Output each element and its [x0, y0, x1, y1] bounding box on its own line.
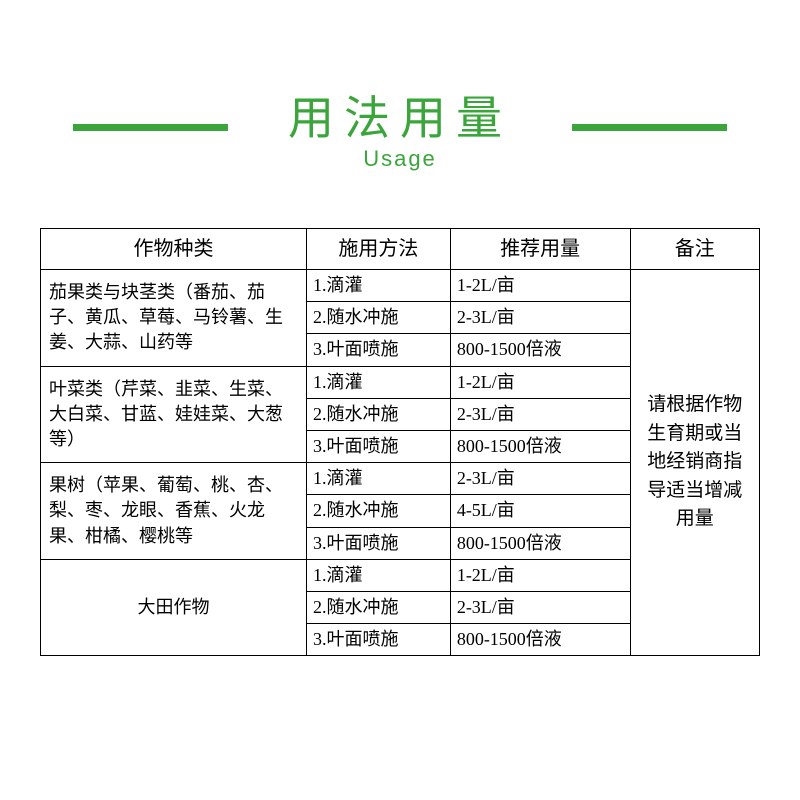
- amount-cell: 4-5L/亩: [450, 495, 630, 527]
- amount-cell: 2-3L/亩: [450, 302, 630, 334]
- method-cell: 2.随水冲施: [307, 398, 451, 430]
- method-cell: 1.滴灌: [307, 270, 451, 302]
- usage-table-wrap: 作物种类 施用方法 推荐用量 备注 茄果类与块茎类（番茄、茄子、黄瓜、草莓、马铃…: [0, 172, 800, 656]
- amount-cell: 1-2L/亩: [450, 270, 630, 302]
- amount-cell: 2-3L/亩: [450, 463, 630, 495]
- usage-table: 作物种类 施用方法 推荐用量 备注 茄果类与块茎类（番茄、茄子、黄瓜、草莓、马铃…: [40, 228, 760, 656]
- col-method: 施用方法: [307, 229, 451, 270]
- title-cn: 用法用量: [288, 82, 512, 148]
- title-block: 用法用量 Usage: [288, 82, 512, 172]
- amount-cell: 2-3L/亩: [450, 591, 630, 623]
- amount-cell: 1-2L/亩: [450, 559, 630, 591]
- crop-cell: 叶菜类（芹菜、韭菜、生菜、大白菜、甘蓝、娃娃菜、大葱等）: [41, 366, 307, 463]
- crop-cell: 大田作物: [41, 559, 307, 656]
- table-header-row: 作物种类 施用方法 推荐用量 备注: [41, 229, 760, 270]
- table-row: 茄果类与块茎类（番茄、茄子、黄瓜、草莓、马铃薯、生姜、大蒜、山药等1.滴灌1-2…: [41, 270, 760, 302]
- amount-cell: 800-1500倍液: [450, 624, 630, 656]
- method-cell: 1.滴灌: [307, 559, 451, 591]
- header-line-left: [73, 124, 228, 131]
- crop-cell: 茄果类与块茎类（番茄、茄子、黄瓜、草莓、马铃薯、生姜、大蒜、山药等: [41, 270, 307, 367]
- table-head: 作物种类 施用方法 推荐用量 备注: [41, 229, 760, 270]
- col-amount: 推荐用量: [450, 229, 630, 270]
- method-cell: 1.滴灌: [307, 366, 451, 398]
- amount-cell: 800-1500倍液: [450, 430, 630, 462]
- method-cell: 3.叶面喷施: [307, 334, 451, 366]
- method-cell: 3.叶面喷施: [307, 624, 451, 656]
- table-body: 茄果类与块茎类（番茄、茄子、黄瓜、草莓、马铃薯、生姜、大蒜、山药等1.滴灌1-2…: [41, 270, 760, 656]
- amount-cell: 1-2L/亩: [450, 366, 630, 398]
- col-note: 备注: [630, 229, 759, 270]
- amount-cell: 2-3L/亩: [450, 398, 630, 430]
- method-cell: 1.滴灌: [307, 463, 451, 495]
- col-crop: 作物种类: [41, 229, 307, 270]
- note-cell: 请根据作物生育期或当地经销商指导适当增减用量: [630, 270, 759, 656]
- method-cell: 3.叶面喷施: [307, 430, 451, 462]
- header: 用法用量 Usage: [0, 0, 800, 172]
- method-cell: 3.叶面喷施: [307, 527, 451, 559]
- method-cell: 2.随水冲施: [307, 591, 451, 623]
- amount-cell: 800-1500倍液: [450, 527, 630, 559]
- title-en: Usage: [288, 146, 512, 172]
- amount-cell: 800-1500倍液: [450, 334, 630, 366]
- method-cell: 2.随水冲施: [307, 495, 451, 527]
- header-line-right: [572, 124, 727, 131]
- crop-cell: 果树（苹果、葡萄、桃、杏、梨、枣、龙眼、香蕉、火龙果、柑橘、樱桃等: [41, 463, 307, 560]
- method-cell: 2.随水冲施: [307, 302, 451, 334]
